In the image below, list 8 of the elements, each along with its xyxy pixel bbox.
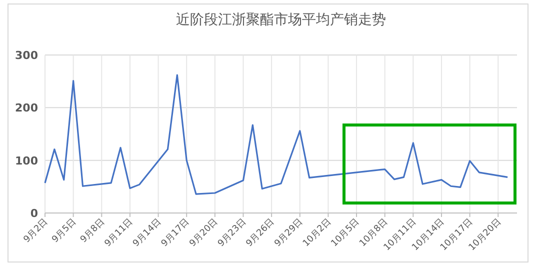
x-tick-label: 9月2日 [22,217,50,245]
y-tick-label: 200 [15,102,38,115]
line-series [44,74,508,195]
chart-title: 近阶段江浙聚酯市场平均产销走势 [176,12,386,28]
y-tick-label: 0 [30,207,38,220]
y-tick-label: 100 [15,154,38,168]
y-tick-label: 300 [15,49,38,62]
x-tick-label: 9月5日 [50,217,78,245]
